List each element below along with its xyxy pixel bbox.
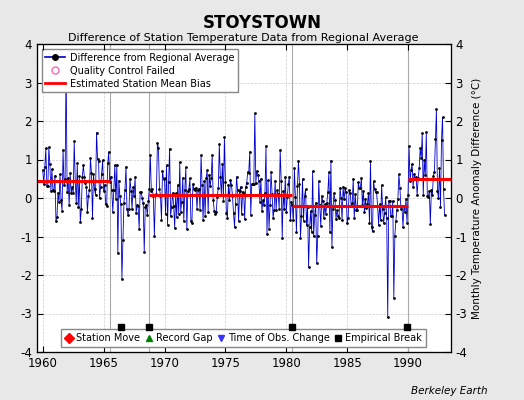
Legend: Station Move, Record Gap, Time of Obs. Change, Empirical Break: Station Move, Record Gap, Time of Obs. C… xyxy=(61,329,426,347)
Text: STOYSTOWN: STOYSTOWN xyxy=(202,14,322,32)
Title: Difference of Station Temperature Data from Regional Average: Difference of Station Temperature Data f… xyxy=(69,33,419,43)
Y-axis label: Monthly Temperature Anomaly Difference (°C): Monthly Temperature Anomaly Difference (… xyxy=(472,77,482,319)
Text: Berkeley Earth: Berkeley Earth xyxy=(411,386,487,396)
